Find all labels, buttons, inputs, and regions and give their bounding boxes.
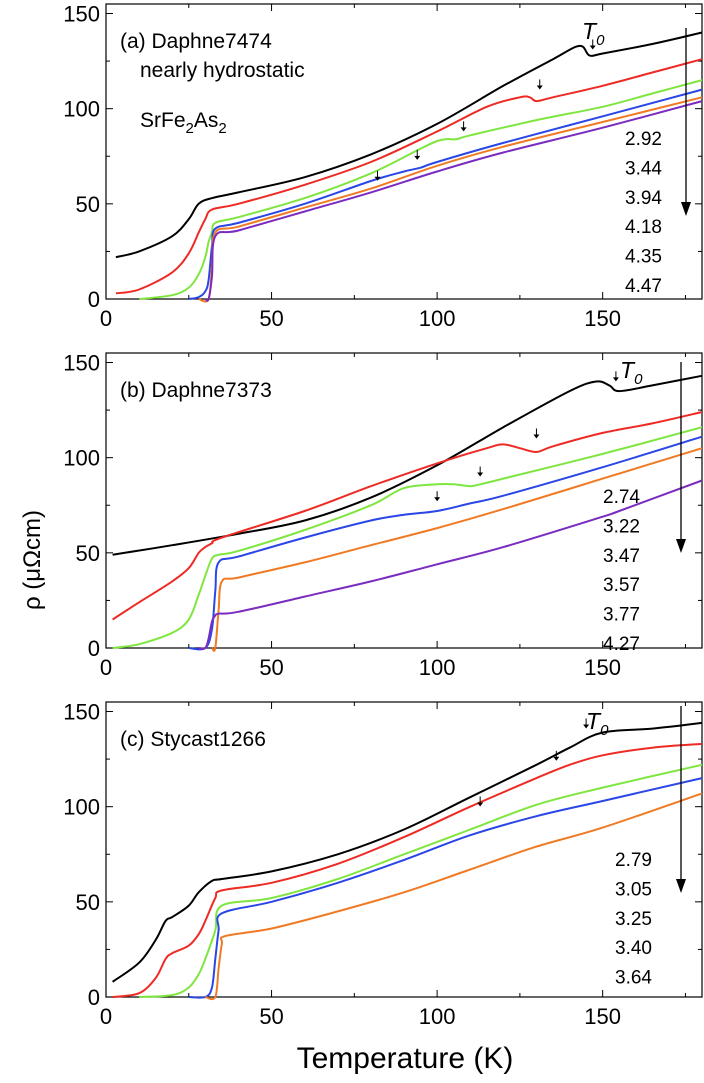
series-line-3.05 bbox=[112, 742, 703, 998]
x-tick-label: 50 bbox=[259, 655, 283, 680]
panel-a-subtitle: nearly hydrostatic bbox=[140, 59, 305, 82]
panel-c-title: (c) Stycast1266 bbox=[120, 728, 266, 751]
panel-b-title: (b) Daphne7373 bbox=[120, 379, 272, 402]
legend-pressure-4.35: 4.35 bbox=[625, 247, 662, 268]
series-line-3.22 bbox=[112, 411, 703, 621]
legend-pressure-4.18: 4.18 bbox=[625, 217, 662, 238]
series-line-4.27 bbox=[198, 479, 703, 650]
pressure-arrow-head bbox=[676, 539, 686, 553]
panel-a-t0-label: T0 bbox=[582, 18, 605, 49]
plot-frame bbox=[105, 701, 703, 998]
panel-b-t0-label: T0 bbox=[620, 357, 643, 388]
transition-marker-arrow bbox=[460, 127, 467, 132]
legend-pressure-4.47: 4.47 bbox=[625, 276, 662, 297]
transition-marker-arrow bbox=[434, 497, 441, 502]
legend-pressure-2.92: 2.92 bbox=[625, 129, 662, 150]
panel-a-title: (a) Daphne7474 bbox=[120, 30, 272, 53]
panel-b: 0 50 100 150 0 50 100 150 2.74 3.22 3.47 3.57 3.77 4.… bbox=[63, 351, 703, 680]
transition-marker-arrow bbox=[536, 85, 543, 90]
series-line-3.25 bbox=[139, 763, 703, 998]
x-tick-label: 100 bbox=[419, 1004, 456, 1029]
y-axis-title: ρ (μΩcm) bbox=[19, 510, 46, 610]
panel-a-compound: SrFe2As2 bbox=[140, 109, 227, 137]
series-line-3.94 bbox=[138, 79, 703, 300]
legend-pressure-3.57: 3.57 bbox=[603, 575, 640, 596]
legend-pressure-3.05: 3.05 bbox=[615, 879, 652, 900]
y-tick-label: 100 bbox=[63, 97, 100, 122]
y-tick-label: 50 bbox=[76, 541, 100, 566]
series-line-3.64 bbox=[205, 792, 703, 1001]
transition-marker-arrow bbox=[533, 434, 540, 439]
transition-marker-arrow bbox=[374, 176, 381, 181]
y-tick-label: 100 bbox=[63, 795, 100, 820]
y-tick-label: 50 bbox=[76, 890, 100, 915]
transition-marker-arrow bbox=[583, 724, 590, 729]
series-line-4.47 bbox=[204, 100, 703, 302]
transition-marker-arrow bbox=[477, 802, 484, 807]
series-line-2.92 bbox=[115, 31, 703, 259]
x-tick-label: 100 bbox=[419, 655, 456, 680]
legend-pressure-3.40: 3.40 bbox=[615, 938, 652, 959]
series-line-3.47 bbox=[112, 426, 703, 649]
y-tick-label: 150 bbox=[63, 351, 100, 376]
panel-c: 0 50 100 150 0 50 100 150 2.79 3.05 3.25 3.40 3.64 bbox=[63, 700, 703, 1029]
y-tick-label: 50 bbox=[76, 192, 100, 217]
panel-a: 0 50 100 150 0 50 100 150 2.92 3.44 3.94 4.18 4.35 4.… bbox=[63, 2, 703, 331]
legend-pressure-3.25: 3.25 bbox=[615, 909, 652, 930]
y-tick-label: 150 bbox=[63, 700, 100, 725]
series-line-2.79 bbox=[112, 721, 703, 983]
legend-pressure-3.47: 3.47 bbox=[603, 546, 640, 567]
x-tick-label: 150 bbox=[584, 655, 621, 680]
x-tick-label: 50 bbox=[259, 1004, 283, 1029]
series-line-3.44 bbox=[115, 58, 703, 295]
pressure-arrow-head bbox=[681, 202, 691, 216]
panel-c-t0-label: T0 bbox=[586, 708, 609, 739]
legend-pressure-3.64: 3.64 bbox=[615, 968, 652, 989]
x-tick-label: 150 bbox=[584, 1004, 621, 1029]
x-axis-title: Temperature (K) bbox=[297, 1042, 514, 1075]
x-tick-label: 0 bbox=[100, 655, 112, 680]
plot-frame bbox=[105, 352, 703, 649]
y-tick-label: 100 bbox=[63, 446, 100, 471]
y-tick-label: 0 bbox=[88, 287, 100, 312]
transition-marker-arrow bbox=[414, 155, 421, 160]
x-tick-label: 100 bbox=[419, 306, 456, 331]
legend-pressure-3.77: 3.77 bbox=[603, 605, 640, 626]
series-line-4.18 bbox=[188, 88, 703, 300]
transition-marker-arrow bbox=[477, 472, 484, 477]
series-line-2.74 bbox=[112, 374, 703, 556]
y-tick-label: 0 bbox=[88, 985, 100, 1010]
legend-pressure-3.44: 3.44 bbox=[625, 158, 662, 179]
y-tick-label: 0 bbox=[88, 636, 100, 661]
plot-frame bbox=[105, 3, 703, 300]
x-tick-label: 150 bbox=[584, 306, 621, 331]
transition-marker-arrow bbox=[553, 756, 560, 761]
y-tick-label: 150 bbox=[63, 2, 100, 27]
legend-pressure-2.79: 2.79 bbox=[615, 850, 652, 871]
legend-pressure-2.74: 2.74 bbox=[603, 487, 640, 508]
x-tick-label: 0 bbox=[100, 1004, 112, 1029]
legend-pressure-4.27: 4.27 bbox=[603, 634, 640, 655]
legend-pressure-3.94: 3.94 bbox=[625, 188, 662, 209]
legend-pressure-3.22: 3.22 bbox=[603, 516, 640, 537]
x-tick-label: 0 bbox=[100, 306, 112, 331]
pressure-arrow-head bbox=[676, 879, 686, 893]
transition-marker-arrow bbox=[589, 45, 596, 50]
transition-marker-arrow bbox=[612, 377, 619, 382]
x-tick-label: 50 bbox=[259, 306, 283, 331]
series-line-3.40 bbox=[188, 777, 703, 999]
